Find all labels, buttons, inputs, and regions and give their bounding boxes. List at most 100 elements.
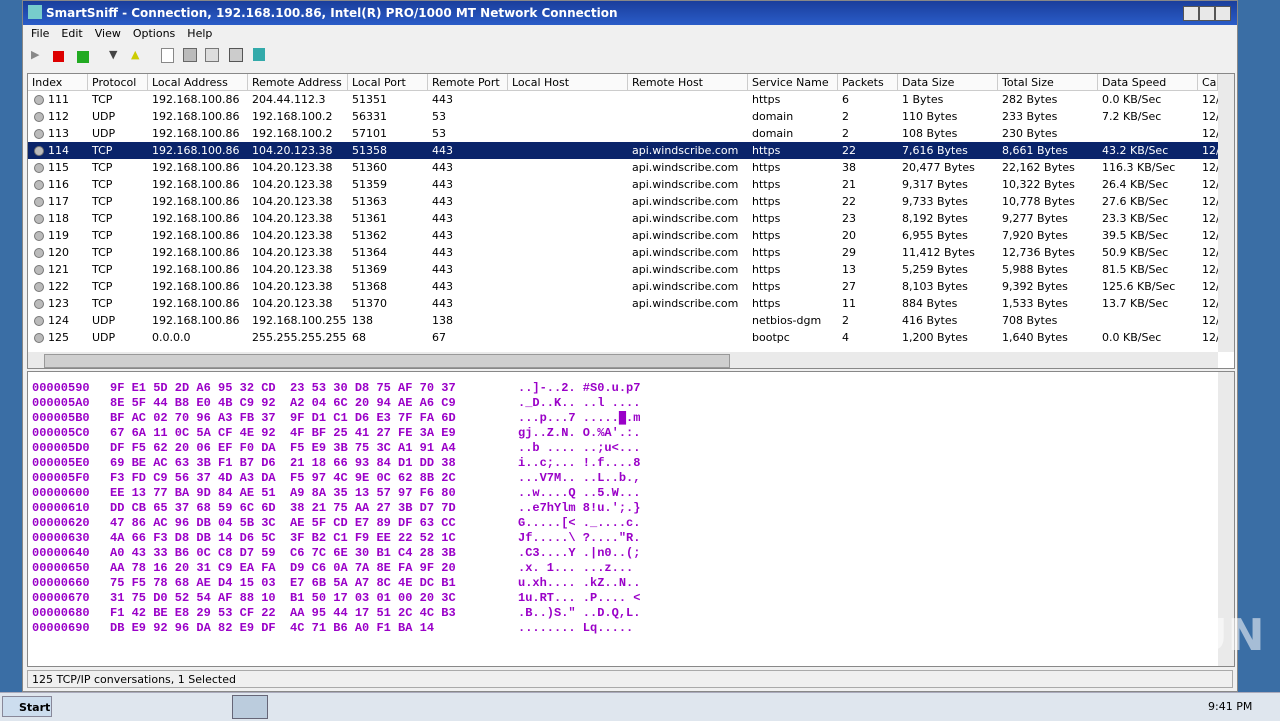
table-row[interactable]: 115 TCP 192.168.100.86 104.20.123.38 51360 44… [28, 159, 1218, 176]
table-row[interactable]: 123 TCP 192.168.100.86 104.20.123.38 51370 44… [28, 295, 1218, 312]
table-row[interactable]: 119 TCP 192.168.100.86 104.20.123.38 51362 44… [28, 227, 1218, 244]
table-cell: 104.20.123.38 [252, 263, 333, 276]
table-cell: TCP [92, 178, 113, 191]
table-cell: 104.20.123.38 [252, 297, 333, 310]
table-cell: 104.20.123.38 [252, 161, 333, 174]
table-cell: 192.168.100.86 [152, 144, 240, 157]
table-row[interactable]: 124 UDP 192.168.100.86 192.168.100.255 138 13… [28, 312, 1218, 329]
column-header[interactable]: Remote Host [628, 74, 748, 91]
hex-ascii: G.....[< ._....c. [518, 516, 641, 530]
row-icon [34, 333, 44, 343]
table-cell: UDP [92, 127, 116, 140]
column-header[interactable]: Service Name [748, 74, 838, 91]
table-row[interactable]: 120 TCP 192.168.100.86 104.20.123.38 51364 44… [28, 244, 1218, 261]
table-cell: https [752, 195, 781, 208]
column-header[interactable]: Local Host [508, 74, 628, 91]
vertical-scrollbar[interactable] [1218, 372, 1234, 666]
new-button[interactable] [161, 48, 174, 63]
maximize-button[interactable] [1199, 6, 1215, 21]
close-button[interactable] [1215, 6, 1231, 21]
column-header[interactable]: Cap [1198, 74, 1218, 91]
vertical-scrollbar[interactable] [1218, 74, 1234, 352]
table-cell: 10,322 Bytes [1002, 178, 1075, 191]
hex-view: 00000590 9F E1 5D 2D A6 95 32 CD 23 53 30… [27, 371, 1235, 667]
column-header[interactable]: Data Size [898, 74, 998, 91]
column-header[interactable]: Local Address [148, 74, 248, 91]
column-header[interactable]: Remote Address [248, 74, 348, 91]
filter2-button[interactable]: ▲ [131, 48, 140, 61]
column-header[interactable]: Remote Port [428, 74, 508, 91]
table-row[interactable]: 118 TCP 192.168.100.86 104.20.123.38 51361 44… [28, 210, 1218, 227]
column-header[interactable]: Data Speed [1098, 74, 1198, 91]
minimize-button[interactable] [1183, 6, 1199, 21]
table-cell: 115 [48, 161, 69, 174]
menu-item[interactable]: View [94, 27, 121, 40]
table-cell: 43.2 KB/Sec [1102, 144, 1169, 157]
menu-item[interactable]: Help [187, 27, 213, 40]
horizontal-scrollbar[interactable] [28, 352, 1218, 368]
refresh-button[interactable] [77, 51, 89, 63]
column-header[interactable]: Index [28, 74, 88, 91]
table-row[interactable]: 111 TCP 192.168.100.86 204.44.112.3 51351 443… [28, 91, 1218, 108]
table-cell: 192.168.100.86 [152, 246, 240, 259]
column-header[interactable]: Packets [838, 74, 898, 91]
table-cell: TCP [92, 280, 113, 293]
table-cell: 138 [352, 314, 373, 327]
table-cell: 12/ [1202, 212, 1218, 225]
table-cell: 192.168.100.2 [252, 110, 333, 123]
table-cell: 192.168.100.86 [152, 110, 240, 123]
stop-capture-button[interactable] [53, 51, 64, 62]
smartsniff-task[interactable] [232, 695, 268, 719]
scroll-thumb[interactable] [44, 354, 730, 368]
table-cell: 22,162 Bytes [1002, 161, 1075, 174]
start-capture-button[interactable]: ▶ [31, 48, 40, 61]
column-header[interactable]: Total Size [998, 74, 1098, 91]
table-cell: 110 Bytes [902, 110, 958, 123]
table-cell: 104.20.123.38 [252, 229, 333, 242]
menu-item[interactable]: Options [132, 27, 176, 40]
row-icon [34, 180, 44, 190]
column-header[interactable]: Protocol [88, 74, 148, 91]
conversation-list: Index Protocol Local Address Remote Address… [27, 73, 1235, 369]
hex-bytes: 69 BE AC 63 3B F1 B7 D6 21 18 66 93 84 D… [110, 456, 456, 470]
hex-ascii: gj..Z.N. O.%A'.:. [518, 426, 641, 440]
table-cell: 116.3 KB/Sec [1102, 161, 1176, 174]
column-header[interactable]: Local Port [348, 74, 428, 91]
start-button[interactable]: Start [2, 696, 52, 717]
table-row[interactable]: 112 UDP 192.168.100.86 192.168.100.2 56331 53… [28, 108, 1218, 125]
table-cell: 51360 [352, 161, 387, 174]
table-cell: 12/ [1202, 110, 1218, 123]
window-title: SmartSniff - Connection, 192.168.100.86,… [46, 6, 618, 20]
table-cell: 21 [842, 178, 856, 191]
copy-button[interactable] [205, 48, 219, 62]
table-cell: TCP [92, 93, 113, 106]
table-cell: TCP [92, 263, 113, 276]
table-cell: 192.168.100.86 [152, 212, 240, 225]
save-button[interactable] [183, 48, 197, 62]
table-row[interactable]: 125 UDP 0.0.0.0 255.255.255.255 68 67 bootpc 4 1… [28, 329, 1218, 346]
table-row[interactable]: 117 TCP 192.168.100.86 104.20.123.38 51363 44… [28, 193, 1218, 210]
table-row[interactable]: 116 TCP 192.168.100.86 104.20.123.38 51359 44… [28, 176, 1218, 193]
table-row[interactable]: 114 TCP 192.168.100.86 104.20.123.38 51358 44… [28, 142, 1218, 159]
table-cell: 9,317 Bytes [902, 178, 968, 191]
filter-button[interactable]: ▼ [109, 48, 118, 61]
hex-bytes: 9F E1 5D 2D A6 95 32 CD 23 53 30 D8 75 A… [110, 381, 456, 395]
table-row[interactable]: 121 TCP 192.168.100.86 104.20.123.38 51369 44… [28, 261, 1218, 278]
table-row[interactable]: 113 UDP 192.168.100.86 192.168.100.2 57101 53… [28, 125, 1218, 142]
table-cell: api.windscribe.com [632, 178, 739, 191]
table-cell: api.windscribe.com [632, 195, 739, 208]
table-row[interactable]: 122 TCP 192.168.100.86 104.20.123.38 51368 44… [28, 278, 1218, 295]
properties-button[interactable] [229, 48, 243, 62]
hex-ascii: ........ Lq..... [518, 621, 634, 635]
hex-offset: 000005B0 [32, 411, 90, 425]
menu-item[interactable]: Edit [61, 27, 83, 40]
hex-offset: 000005C0 [32, 426, 90, 440]
table-cell: 1,640 Bytes [1002, 331, 1068, 344]
exit-button[interactable] [253, 48, 265, 61]
hex-bytes: 4A 66 F3 D8 DB 14 D6 5C 3F B2 C1 F9 EE 2… [110, 531, 456, 545]
table-cell: 56331 [352, 110, 387, 123]
row-icon [34, 112, 44, 122]
hex-offset: 00000610 [32, 501, 90, 515]
table-cell: 104.20.123.38 [252, 280, 333, 293]
menu-item[interactable]: File [31, 27, 50, 40]
